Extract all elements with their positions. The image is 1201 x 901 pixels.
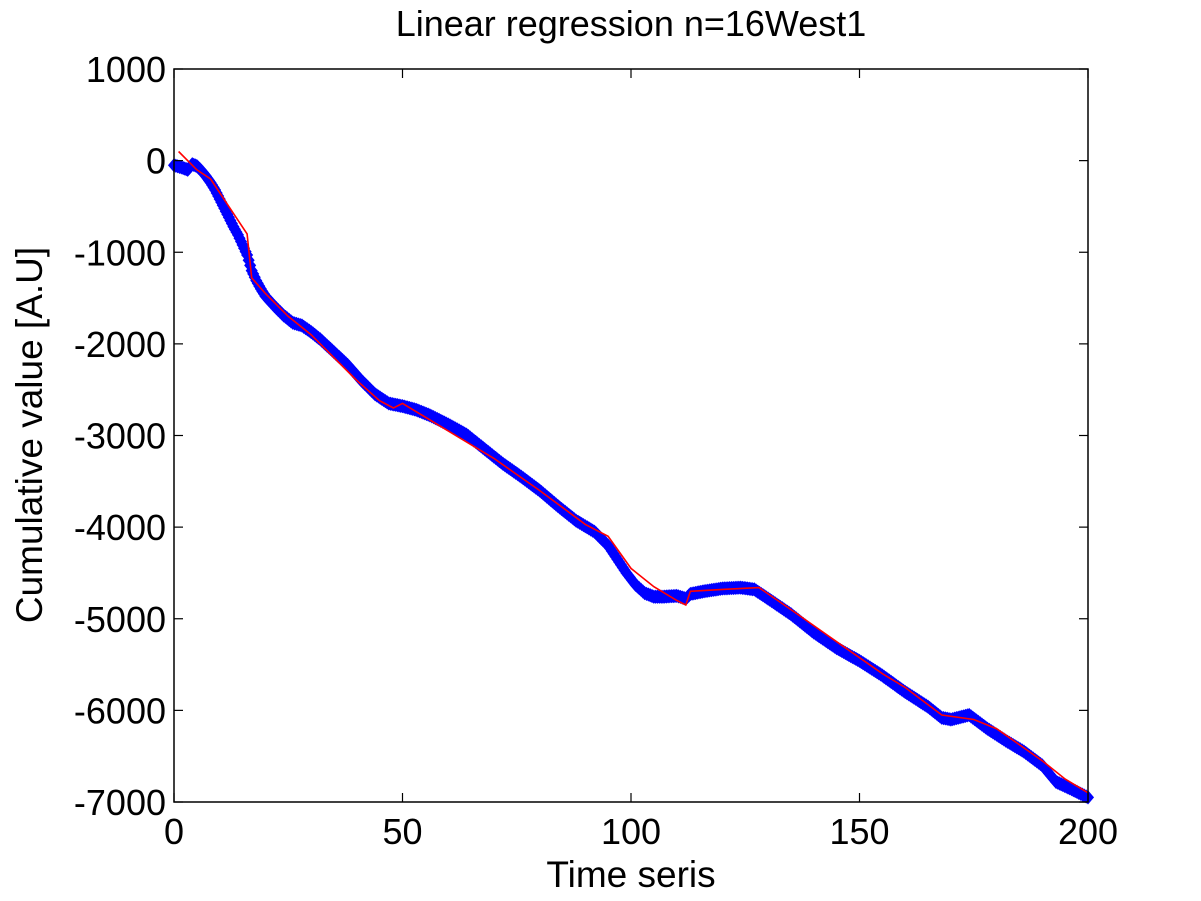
y-axis-label: Cumulative value [A.U]	[9, 247, 50, 623]
y-tick-label: 0	[146, 141, 166, 182]
y-tick-label: -5000	[74, 599, 166, 640]
y-tick-label: -1000	[74, 232, 166, 273]
regression-line	[178, 150, 1089, 794]
plot-background	[174, 69, 1088, 802]
x-tick-label: 50	[382, 811, 422, 852]
y-tick-label: -4000	[74, 507, 166, 548]
tick-layer: 0 50 100 150 200 1000 0 -1000 -2000 -3000 -4000 -50…	[74, 49, 1118, 852]
y-tick-label: -7000	[74, 782, 166, 823]
y-tick-label: -3000	[74, 416, 166, 457]
x-tick-label: 150	[829, 811, 889, 852]
x-axis-label: Time seris	[546, 854, 715, 895]
x-tick-label: 100	[601, 811, 661, 852]
y-tick-label: 1000	[86, 49, 166, 90]
y-tick-label: -2000	[74, 324, 166, 365]
chart-title: Linear regression n=16West1	[396, 3, 867, 44]
y-tick-label: -6000	[74, 690, 166, 731]
x-tick-label: 0	[164, 811, 184, 852]
fit-layer	[178, 150, 1089, 794]
x-tick-label: 200	[1058, 811, 1118, 852]
